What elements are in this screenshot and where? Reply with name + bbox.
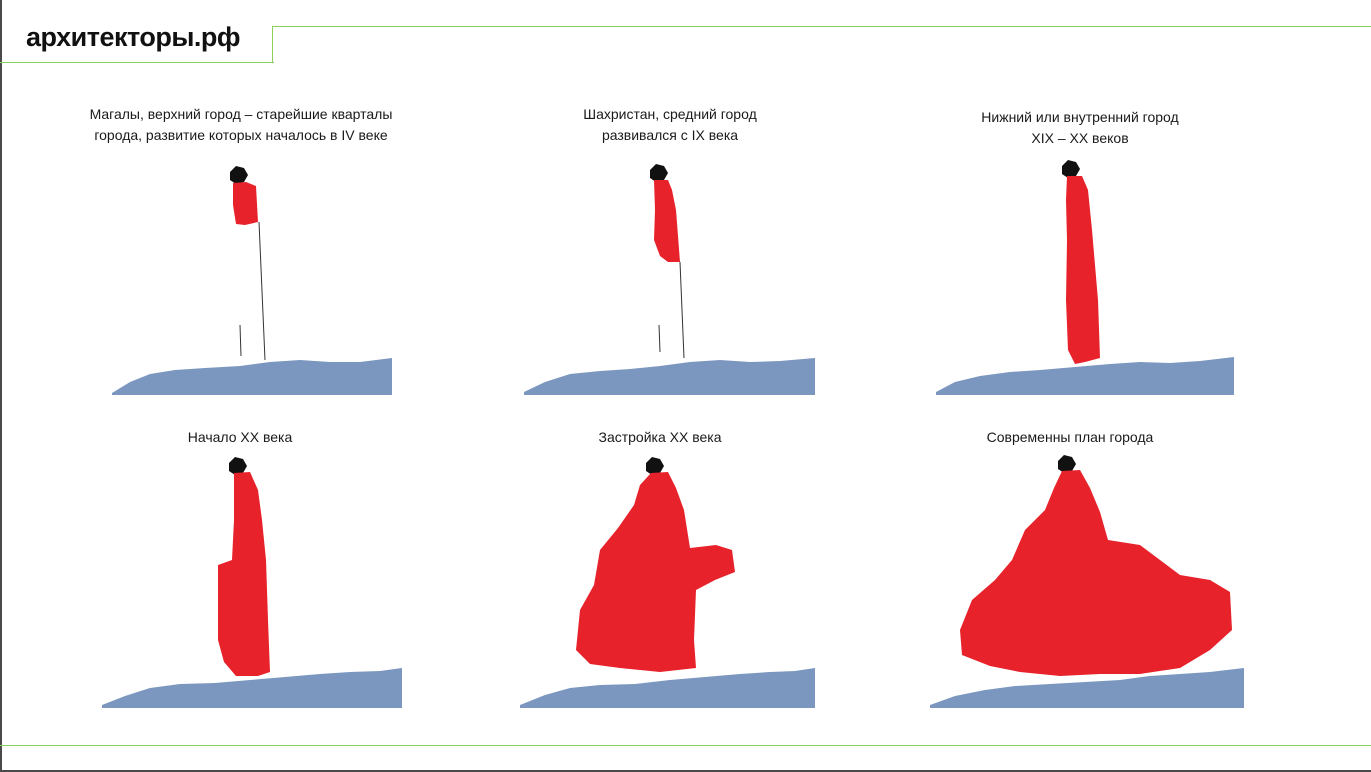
panel-1-caption: Магалы, верхний город – старейшие кварта… xyxy=(76,104,406,146)
panel-5-sea xyxy=(520,668,815,708)
panel-2-wall-line xyxy=(679,261,685,359)
panel-2-caption: Шахристан, средний город развивался с IX… xyxy=(520,104,820,146)
panel-1-wall-line xyxy=(258,221,266,361)
footer-divider xyxy=(0,745,1371,746)
panel-4-sea xyxy=(102,668,402,708)
panel-4-caption-line1: Начало XX века xyxy=(187,429,293,445)
page-frame-bottom xyxy=(0,770,1371,772)
panel-2-caption-line1: Шахристан, средний город xyxy=(583,106,757,122)
panel-1-wall-line-2 xyxy=(239,324,242,357)
panel-4-fortress xyxy=(229,457,247,475)
panel-6-caption-line1: Современны план города xyxy=(986,429,1154,445)
panel-4-city xyxy=(218,472,270,676)
logo-divider xyxy=(272,26,273,63)
panel-5-city xyxy=(576,472,735,672)
panel-3-fortress xyxy=(1062,160,1080,178)
panel-1-caption-line2: города, развитие которых началось в IV в… xyxy=(94,127,388,143)
panel-6-sea xyxy=(930,668,1244,708)
panel-6-fortress xyxy=(1058,455,1076,473)
panel-1-caption-line1: Магалы, верхний город – старейшие кварта… xyxy=(89,106,393,122)
panel-6-caption: Современны план города xyxy=(970,427,1170,448)
panel-1-fortress xyxy=(230,166,248,184)
panel-4-caption: Начало XX века xyxy=(140,427,340,448)
logo-underline xyxy=(0,62,274,63)
panel-2-sea xyxy=(524,358,815,395)
panel-5-caption-line1: Застройка XX века xyxy=(598,429,722,445)
panel-5-caption: Застройка XX века xyxy=(560,427,760,448)
panel-2-wall-line-2 xyxy=(658,324,661,353)
panel-3-caption-line1: Нижний или внутренний город xyxy=(981,109,1179,125)
panel-1-old-town xyxy=(233,182,258,225)
panel-6-city xyxy=(960,470,1232,676)
panel-2-shahristan xyxy=(654,180,680,262)
panel-3-inner-city xyxy=(1066,176,1100,364)
page-frame-left xyxy=(0,0,2,772)
panel-1-sea xyxy=(112,358,392,395)
header-divider xyxy=(272,26,1371,27)
panel-3-sea xyxy=(936,357,1234,395)
panel-5-fortress xyxy=(646,457,664,475)
panel-3-caption: Нижний или внутренний город XIX – XX век… xyxy=(930,107,1230,149)
site-logo[interactable]: архитекторы.рф xyxy=(26,22,241,52)
panel-2-caption-line2: развивался с IX века xyxy=(601,127,739,143)
panel-3-caption-line2: XIX – XX веков xyxy=(1031,130,1129,146)
panel-2-fortress xyxy=(650,164,668,182)
